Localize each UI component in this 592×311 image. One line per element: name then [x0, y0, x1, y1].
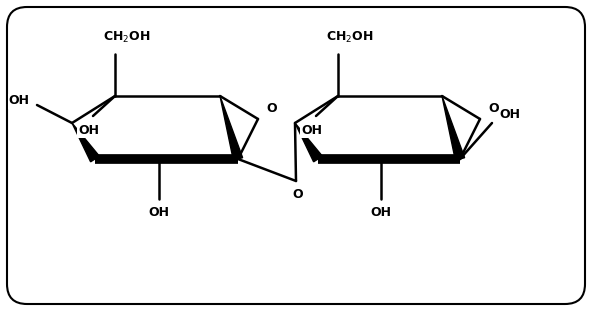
FancyBboxPatch shape — [7, 7, 585, 304]
Polygon shape — [72, 123, 99, 162]
Text: OH: OH — [301, 123, 323, 137]
Polygon shape — [295, 123, 323, 162]
Text: OH: OH — [500, 108, 520, 120]
Text: OH: OH — [79, 123, 99, 137]
Text: CH$_2$OH: CH$_2$OH — [326, 30, 374, 44]
Polygon shape — [442, 96, 465, 160]
Text: O: O — [488, 103, 499, 115]
Text: OH: OH — [148, 207, 169, 220]
Polygon shape — [220, 96, 243, 160]
Text: OH: OH — [371, 207, 391, 220]
Text: CH$_2$OH: CH$_2$OH — [103, 30, 151, 44]
Text: O: O — [292, 188, 303, 202]
Text: O: O — [266, 103, 277, 115]
Text: OH: OH — [8, 95, 30, 108]
